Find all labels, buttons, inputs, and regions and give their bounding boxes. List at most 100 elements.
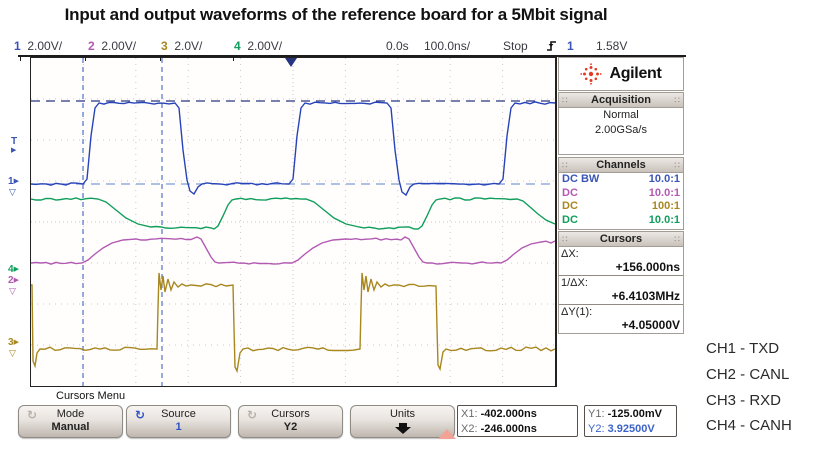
softkey-value: Y2 xyxy=(283,421,298,433)
volts-per-div: 2.00V/ xyxy=(27,39,63,53)
channel-1-ground-marker[interactable]: 1▶ xyxy=(8,176,19,187)
scale-tick xyxy=(160,57,161,61)
page-title: Input and output waveforms of the refere… xyxy=(64,5,608,24)
coupling: DC BW xyxy=(562,173,600,185)
brand-name: Agilent xyxy=(609,65,662,82)
channel-legend: CH1 - TXD CH2 - CANL CH3 - RXD CH4 - CANH xyxy=(706,336,792,439)
channel-row-3: DC 100:1 xyxy=(559,200,683,214)
sample-rate: 2.00GSa/s xyxy=(595,124,647,136)
brand-box: Agilent xyxy=(558,57,684,91)
cursors-title: Cursors xyxy=(599,233,643,245)
legend-item-1: CH1 - TXD xyxy=(706,340,780,357)
cursors-header[interactable]: ∷ Cursors ∷ xyxy=(559,232,683,247)
cursor-measure-label: 1/ΔX: xyxy=(559,275,683,289)
softkey-source[interactable]: ↻ Source 1 xyxy=(126,405,231,438)
rotate-knob-icon: ↻ xyxy=(247,408,258,422)
grip-icon: ∷ xyxy=(562,160,568,170)
run-state: Stop xyxy=(503,39,528,53)
y-cursor-readout: Y1: -125.00mV Y2: 3.92500V xyxy=(584,405,677,437)
channel-row-4: DC 10.0:1 xyxy=(559,214,683,228)
trigger-time-marker[interactable] xyxy=(285,58,297,67)
probe-ratio: 10.0:1 xyxy=(648,173,680,185)
trigger-level: 1.58V xyxy=(596,39,628,53)
channel-marker-column: T ▶ 1▶ ▽ 4▶ 2▶ ▽ 3▶ ▽ xyxy=(0,57,30,385)
softkey-label: Mode xyxy=(56,408,85,420)
x2-readout: X2: -246.000ns xyxy=(461,422,577,437)
trace-ch3-rxd xyxy=(31,272,555,374)
channels-section: ∷ Channels ∷ DC BW 10.0:1 DC 10.0:1 DC 100:1 D… xyxy=(558,157,684,230)
channel-number: 1 xyxy=(14,39,21,53)
channel-number: 2 xyxy=(88,39,95,53)
y1-label: Y1: xyxy=(588,408,605,420)
channels-header[interactable]: ∷ Channels ∷ xyxy=(559,158,683,173)
acquisition-mode: Normal xyxy=(603,109,639,121)
waveform-display xyxy=(30,57,557,387)
grip-icon: ∷ xyxy=(562,234,568,244)
channel-2-scale[interactable]: 2 2.00V/ xyxy=(88,39,136,53)
volts-per-div: 2.0V/ xyxy=(174,39,203,53)
softkey-units[interactable]: Units xyxy=(350,405,455,438)
x1-label: X1: xyxy=(461,408,478,420)
grip-icon: ∷ xyxy=(674,160,680,170)
softkey-value: Manual xyxy=(51,421,90,433)
channel-4-ground-marker[interactable]: 4▶ xyxy=(8,264,19,275)
softkey-value: 1 xyxy=(175,421,182,433)
grip-icon: ∷ xyxy=(674,95,680,105)
offset-down-arrow-icon: ▽ xyxy=(9,187,16,197)
channel-3-scale[interactable]: 3 2.0V/ xyxy=(161,39,202,53)
rotate-knob-icon: ↻ xyxy=(135,408,146,422)
channel-2-ground-marker[interactable]: 2▶ xyxy=(8,275,19,286)
softkey-label: Units xyxy=(389,408,416,420)
cursor-measure-value: +4.05000V xyxy=(621,318,680,332)
softkey-mode[interactable]: ↻ Mode Manual xyxy=(18,405,123,438)
acquisition-header[interactable]: ∷ Acquisition ∷ xyxy=(559,93,683,108)
x1-value: -402.000ns xyxy=(480,408,537,420)
channel-4-scale[interactable]: 4 2.00V/ xyxy=(234,39,282,53)
legend-item-2: CH2 - CANL xyxy=(706,365,790,383)
trace-ch1-txd xyxy=(31,101,555,197)
softkey-cursors[interactable]: ↻ Cursors Y2 xyxy=(238,405,343,438)
x2-value: -246.000ns xyxy=(480,422,537,435)
legend-item-3: CH3 - RXD xyxy=(706,391,782,409)
cursor-measure-value: +156.000ns xyxy=(615,260,680,274)
y2-readout: Y2: 3.92500V xyxy=(588,422,676,437)
x-cursor-readout: X1: -402.000ns X2: -246.000ns xyxy=(457,405,578,437)
cursors-section: ∷ Cursors ∷ ΔX: +156.000ns 1/ΔX: +6.4103MHz… xyxy=(558,231,684,334)
side-panel: Agilent ∷ Acquisition ∷ Normal 2.00GSa/s… xyxy=(558,57,686,385)
channel-row-2: DC 10.0:1 xyxy=(559,187,683,201)
waveform-canvas xyxy=(31,58,555,386)
scope-status-bar: 1 2.00V/2 2.00V/3 2.0V/4 2.00V/0.0s 100.0… xyxy=(0,39,700,55)
rotate-knob-icon: ↻ xyxy=(27,408,38,422)
y2-label: Y2: xyxy=(588,422,605,435)
cursor-measure-label: ΔY(1): xyxy=(559,304,683,318)
softkey-highlight-triangle xyxy=(438,429,456,439)
scale-tick xyxy=(233,57,234,61)
y1-value: -125.00mV xyxy=(607,408,663,420)
probe-ratio: 10.0:1 xyxy=(648,186,680,199)
softkey-label: Source xyxy=(161,408,196,420)
agilent-spark-icon xyxy=(580,63,603,85)
grip-icon: ∷ xyxy=(562,95,568,105)
delay-readout: 0.0s xyxy=(386,39,409,53)
status-bar-divider xyxy=(18,55,686,57)
coupling: DC xyxy=(562,186,578,199)
offset-down-arrow-icon: ▽ xyxy=(9,348,16,358)
y2-value: 3.92500V xyxy=(607,422,655,435)
volts-per-div: 2.00V/ xyxy=(101,39,137,53)
timebase-readout: 100.0ns/ xyxy=(424,39,471,53)
x1-readout: X1: -402.000ns xyxy=(461,407,577,422)
probe-ratio: 10.0:1 xyxy=(648,213,680,226)
trace-ch2-canl xyxy=(31,236,555,265)
channel-3-ground-marker[interactable]: 3▶ xyxy=(8,337,19,348)
cursor-measure-value: +6.4103MHz xyxy=(611,289,680,303)
x2-label: X2: xyxy=(461,422,478,435)
channel-1-scale[interactable]: 1 2.00V/ xyxy=(14,39,62,53)
softkey-label: Cursors xyxy=(271,408,310,420)
channel-number: 4 xyxy=(234,39,241,53)
channels-title: Channels xyxy=(596,159,646,171)
acquisition-section: ∷ Acquisition ∷ Normal 2.00GSa/s xyxy=(558,92,684,155)
scale-tick xyxy=(20,57,21,61)
grip-icon: ∷ xyxy=(674,234,680,244)
trigger-level-marker[interactable]: T ▶ xyxy=(11,136,18,155)
